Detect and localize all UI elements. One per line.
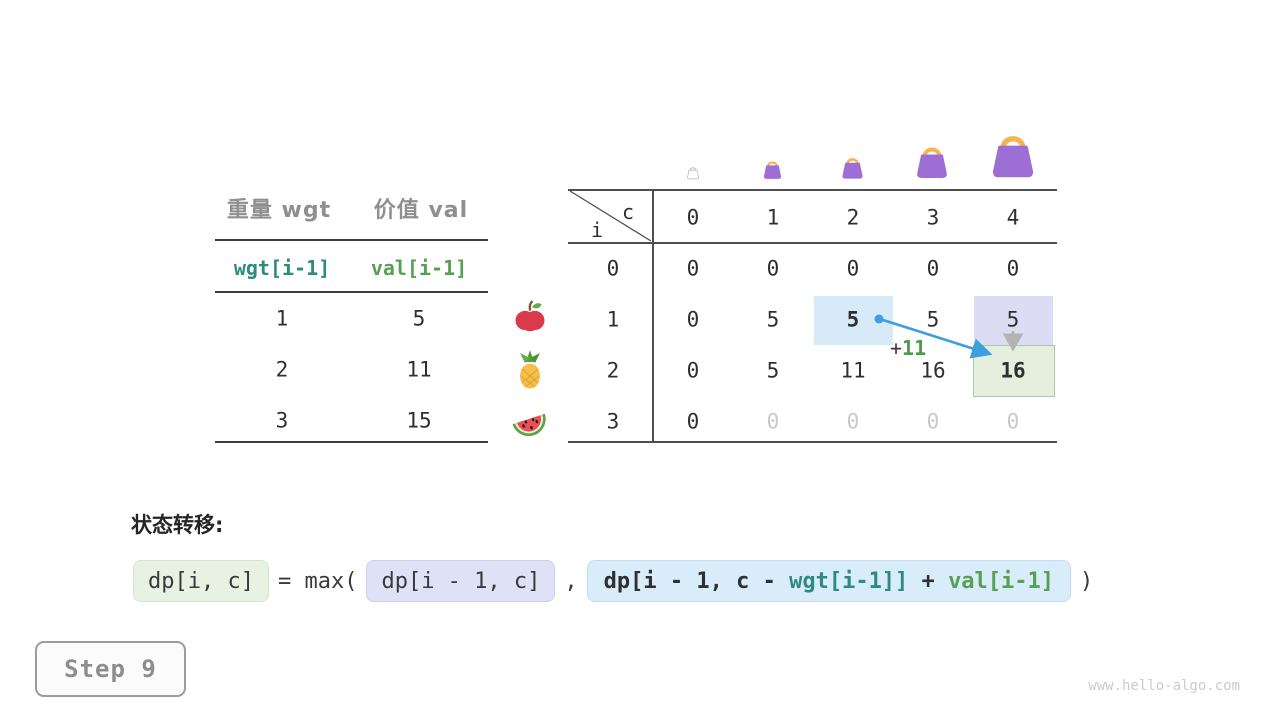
- bag-ghost-icon: [685, 164, 701, 180]
- item-table-var-wgt: wgt[i-1]: [233, 256, 331, 280]
- bag-icon-large: [912, 140, 952, 180]
- dp-cell-unfilled: 0: [766, 409, 780, 434]
- formula-close-paren: ): [1080, 568, 1094, 594]
- item-table-rule-mid: [215, 291, 488, 293]
- dp-cell-target: 16: [1000, 358, 1026, 383]
- item-wgt-2: 2: [275, 357, 289, 382]
- dp-rule-top: [568, 189, 1057, 191]
- step-button[interactable]: Step 9: [35, 641, 186, 697]
- dp-cell: 0: [686, 307, 700, 332]
- dp-col-header: 3: [926, 205, 940, 230]
- item-wgt-3: 3: [275, 408, 289, 433]
- dp-cell: 0: [686, 358, 700, 383]
- dp-col-header: 0: [686, 205, 700, 230]
- dp-cell-above: 5: [1006, 307, 1020, 332]
- dp-cell-unfilled: 0: [1006, 409, 1020, 434]
- bag-icon-medium: [839, 153, 866, 180]
- dp-cell: 0: [686, 256, 700, 281]
- watermark: www.hello-algo.com: [1088, 678, 1240, 694]
- dp-corner-row-var: i: [590, 218, 604, 242]
- formula-lhs: dp[i, c]: [133, 560, 269, 602]
- pineapple-icon: [513, 350, 547, 390]
- dp-cell: 5: [766, 307, 780, 332]
- transition-add-label: +11: [890, 338, 926, 358]
- dp-cell: 0: [846, 256, 860, 281]
- item-val-3: 15: [406, 408, 432, 433]
- dp-col-header: 4: [1006, 205, 1020, 230]
- item-val-1: 5: [412, 306, 426, 331]
- formula-term-take-wgt: wgt[i-1]]: [789, 568, 909, 594]
- dp-col-header: 1: [766, 205, 780, 230]
- formula-term-take-plus: +: [908, 568, 949, 594]
- dp-row-label: 1: [606, 307, 620, 332]
- dp-cell: 11: [840, 358, 866, 383]
- bag-icon-small: [761, 157, 784, 180]
- dp-corner-diagonal: [569, 190, 652, 242]
- plus-sign: +: [890, 336, 903, 360]
- item-table-header-weight: 重量 wgt: [226, 198, 332, 223]
- dp-row-label: 0: [606, 256, 620, 281]
- item-table-header-value: 价值 val: [373, 198, 469, 223]
- dp-cell: 16: [920, 358, 946, 383]
- state-transition-heading: 状态转移:: [131, 513, 224, 537]
- dp-row-label: 2: [606, 358, 620, 383]
- dp-rule-bottom: [568, 441, 1057, 443]
- dp-row-label: 3: [606, 409, 620, 434]
- dp-cell-unfilled: 0: [926, 409, 940, 434]
- dp-cell: 5: [766, 358, 780, 383]
- state-transition-formula: dp[i, c] = max( dp[i - 1, c] , dp[i - 1,…: [133, 560, 1093, 602]
- item-table-var-val: val[i-1]: [370, 256, 468, 280]
- formula-term-take: dp[i - 1, c - wgt[i-1]] + val[i-1]: [586, 560, 1072, 602]
- dp-cell: 5: [926, 307, 940, 332]
- dp-cell: 0: [766, 256, 780, 281]
- item-wgt-1: 1: [275, 306, 289, 331]
- dp-cell: 0: [686, 409, 700, 434]
- formula-term-keep: dp[i - 1, c]: [366, 560, 556, 602]
- dp-cell-source: 5: [846, 307, 860, 332]
- formula-comma: ,: [564, 568, 578, 594]
- item-table-rule-top: [215, 239, 488, 241]
- dp-rule-vertical: [652, 189, 654, 443]
- dp-cell-unfilled: 0: [846, 409, 860, 434]
- watermelon-icon: [508, 402, 550, 442]
- apple-icon: [514, 299, 546, 333]
- formula-term-take-prefix: dp[i - 1, c -: [603, 568, 790, 594]
- dp-rule-header: [568, 242, 1057, 244]
- dp-cell: 0: [926, 256, 940, 281]
- bag-icon-xlarge: [986, 126, 1040, 180]
- dp-corner-col-var: c: [621, 200, 635, 224]
- item-table-rule-bottom: [215, 441, 488, 443]
- item-val-2: 11: [406, 357, 432, 382]
- dp-col-header: 2: [846, 205, 860, 230]
- dp-cell: 0: [1006, 256, 1020, 281]
- formula-operator: = max(: [277, 568, 358, 594]
- added-value: 11: [902, 336, 927, 360]
- formula-term-take-val: val[i-1]: [948, 568, 1055, 594]
